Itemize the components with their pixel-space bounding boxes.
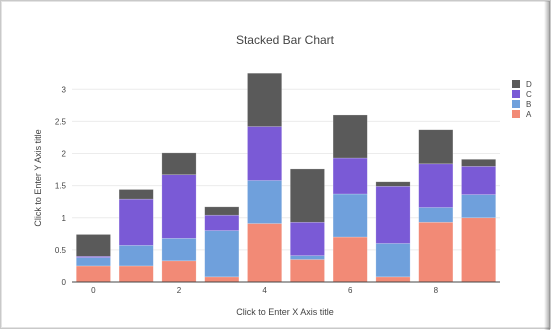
legend-label-a[interactable]: A <box>526 110 532 119</box>
bar-segment-d[interactable] <box>247 72 283 127</box>
bar-segment-b[interactable] <box>75 257 111 267</box>
legend-swatch-b[interactable] <box>512 100 520 108</box>
bar-segment-b[interactable] <box>118 245 154 267</box>
y-tick-label: 0.5 <box>55 246 67 255</box>
bar-segment-d[interactable] <box>375 181 411 187</box>
bar-segment-b[interactable] <box>418 207 454 223</box>
bar-segment-d[interactable] <box>75 234 111 257</box>
bar-segment-b[interactable] <box>375 243 411 278</box>
bar-segment-d[interactable] <box>289 168 325 223</box>
y-tick-label: 2 <box>62 150 67 159</box>
legend-label-b[interactable]: B <box>526 100 531 109</box>
bar-segment-a[interactable] <box>247 223 283 283</box>
legend-swatch-c[interactable] <box>512 90 520 98</box>
bar-segment-a[interactable] <box>375 276 411 283</box>
bar-segment-d[interactable] <box>204 206 240 216</box>
bar-segment-d[interactable] <box>118 189 154 200</box>
bar-segment-c[interactable] <box>332 157 368 195</box>
x-axis-title[interactable]: Click to Enter X Axis title <box>236 307 334 317</box>
y-axis-title[interactable]: Click to Enter Y Axis title <box>33 129 43 226</box>
y-tick-label: 1 <box>62 214 67 223</box>
bar-segment-b[interactable] <box>204 230 240 278</box>
x-tick-labels: 0 2 4 6 8 <box>91 286 438 295</box>
chart-title[interactable]: Stacked Bar Chart <box>236 33 335 47</box>
bar-segment-c[interactable] <box>461 166 497 195</box>
bar-segment-c[interactable] <box>418 163 454 208</box>
bar-segment-a[interactable] <box>461 217 497 283</box>
bar-segment-a[interactable] <box>118 265 154 283</box>
legend-label-c[interactable]: C <box>526 90 532 99</box>
bar-segment-a[interactable] <box>204 276 240 283</box>
bar-segment-a[interactable] <box>289 259 325 283</box>
bar-segment-c[interactable] <box>204 214 240 231</box>
y-tick-label: 0 <box>62 278 67 287</box>
x-tick-label: 4 <box>262 286 267 295</box>
bar-segment-b[interactable] <box>461 194 497 219</box>
bar-segment-a[interactable] <box>75 265 111 283</box>
x-tick-label: 0 <box>91 286 96 295</box>
bar-segment-b[interactable] <box>332 193 368 238</box>
bar-segment-b[interactable] <box>161 238 197 262</box>
bar-segment-a[interactable] <box>161 260 197 283</box>
y-tick-label: 2.5 <box>55 117 67 126</box>
legend-swatch-a[interactable] <box>512 110 520 118</box>
bar-segment-c[interactable] <box>247 126 283 181</box>
y-tick-labels: 0 0.5 1 1.5 2 2.5 3 <box>55 85 67 287</box>
x-tick-label: 2 <box>177 286 182 295</box>
bar-segment-c[interactable] <box>118 198 154 246</box>
x-tick-label: 6 <box>348 286 353 295</box>
bar-segment-d[interactable] <box>461 158 497 167</box>
x-tick-label: 8 <box>434 286 439 295</box>
y-tick-label: 1.5 <box>55 182 67 191</box>
legend-swatch-d[interactable] <box>512 80 520 88</box>
bar-segment-d[interactable] <box>332 114 368 159</box>
bar-segment-b[interactable] <box>289 255 325 260</box>
bars <box>75 72 497 283</box>
legend-label-d[interactable]: D <box>526 80 532 89</box>
bar-segment-c[interactable] <box>289 221 325 256</box>
bar-segment-c[interactable] <box>161 174 197 239</box>
bar-segment-a[interactable] <box>418 221 454 283</box>
bar-segment-a[interactable] <box>332 236 368 283</box>
bar-segment-d[interactable] <box>161 152 197 176</box>
bar-segment-c[interactable] <box>375 185 411 244</box>
bar-segment-b[interactable] <box>247 180 283 224</box>
bar-segment-d[interactable] <box>418 129 454 165</box>
y-tick-label: 3 <box>62 85 67 94</box>
